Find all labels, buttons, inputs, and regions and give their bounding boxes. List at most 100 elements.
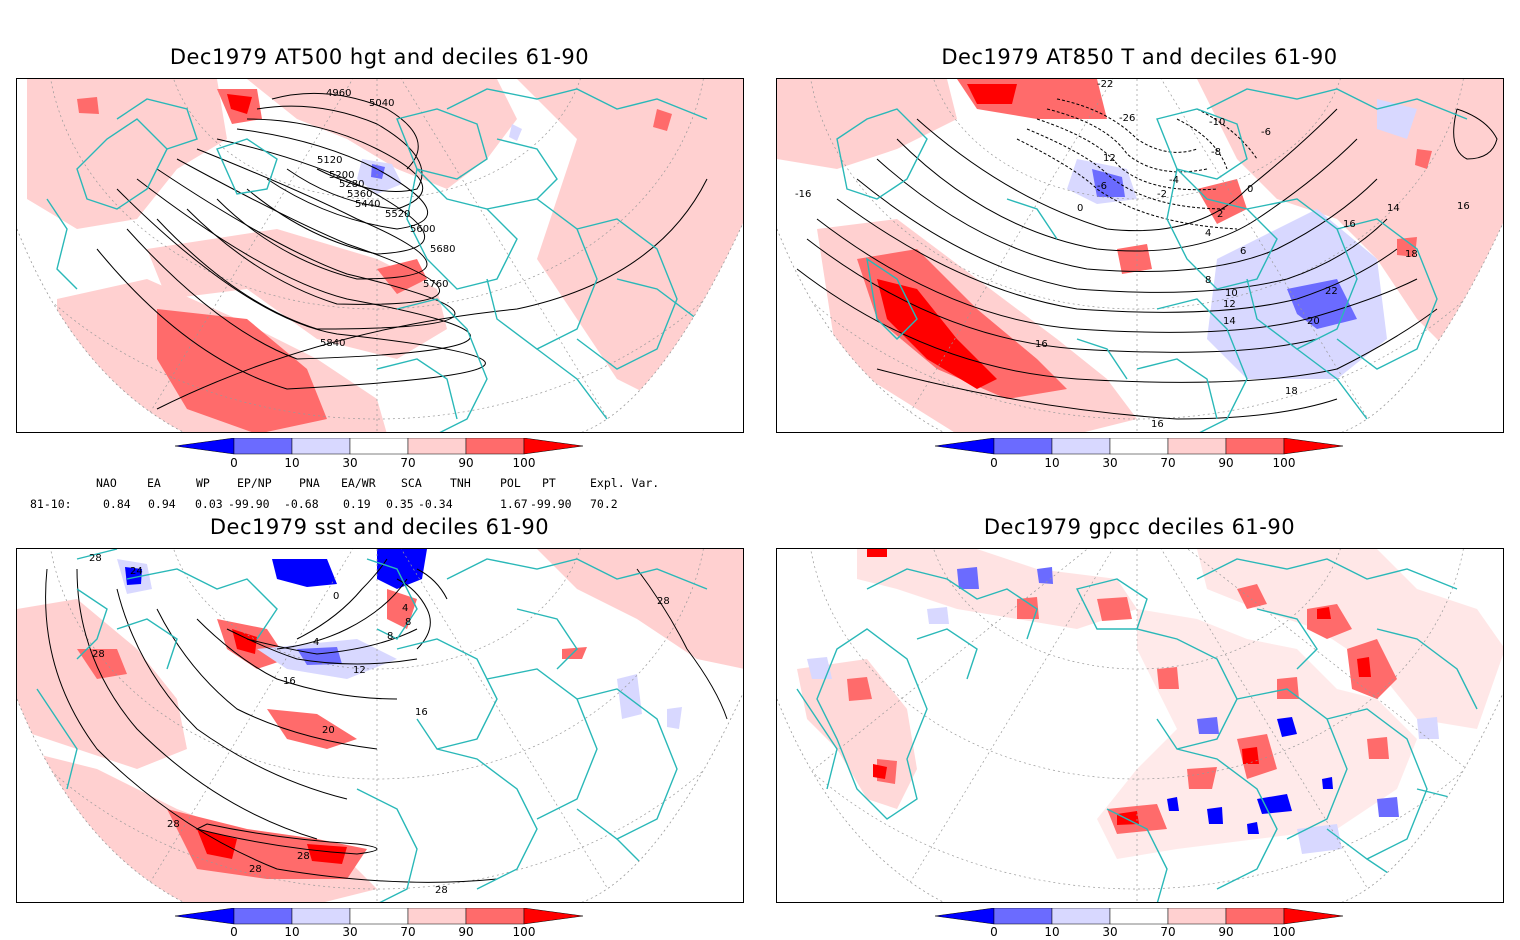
- map-panel-gpcc: [776, 548, 1504, 903]
- index-header-nao: NAO: [96, 476, 117, 490]
- index-value-nao: 0.84: [103, 497, 131, 511]
- colorbar-tick: 90: [458, 456, 474, 470]
- contour-label: 2: [1217, 209, 1223, 220]
- index-header-tnh: TNH: [450, 476, 471, 490]
- index-value-epnp: -99.90: [228, 497, 270, 511]
- index-value-wp: 0.03: [195, 497, 223, 511]
- panel1-title: Dec1979 AT500 hgt and deciles 61-90: [169, 45, 590, 69]
- colorbar-tick: 30: [342, 925, 358, 939]
- colorbar-tick: 10: [1044, 456, 1060, 470]
- index-value-pt: -99.90: [530, 497, 572, 511]
- contour-label: 8: [405, 617, 411, 628]
- contour-label: -8: [1211, 147, 1221, 158]
- contour-label: 28: [435, 885, 448, 896]
- contour-label: 28: [657, 596, 670, 607]
- contour-label: -4: [1169, 175, 1179, 186]
- panel2-title: Dec1979 AT850 T and deciles 61-90: [941, 45, 1338, 69]
- contour-label: 5120: [317, 155, 342, 166]
- index-header-epnp: EP/NP: [237, 476, 272, 490]
- contour-label: 0: [1247, 184, 1253, 195]
- contour-label: 18: [1285, 386, 1298, 397]
- colorbar-tick: 30: [1102, 925, 1118, 939]
- contour-label: 5440: [355, 199, 380, 210]
- index-header-ea: EA: [147, 476, 161, 490]
- contour-label: 4: [1205, 228, 1211, 239]
- index-header-sca: SCA: [401, 476, 422, 490]
- colorbar-tick: 30: [1102, 456, 1118, 470]
- contour-label: 6: [1240, 246, 1246, 257]
- index-header-expl-var: Expl. Var.: [590, 476, 660, 490]
- colorbar-tick: 0: [990, 456, 998, 470]
- colorbar-tick: 10: [284, 456, 300, 470]
- contour-label: 20: [322, 725, 335, 736]
- panel3-title: Dec1979 sst and deciles 61-90: [209, 515, 550, 539]
- index-header-pna: PNA: [299, 476, 320, 490]
- contour-label: 5760: [423, 279, 448, 290]
- contour-label: 18: [1405, 249, 1418, 260]
- contour-label: 5520: [385, 209, 410, 220]
- contour-label: 5040: [369, 98, 394, 109]
- panel4-title: Dec1979 gpcc deciles 61-90: [983, 515, 1296, 539]
- contour-label: -2: [1157, 189, 1167, 200]
- contour-label: 28: [89, 553, 102, 564]
- colorbar-panel1: [175, 438, 584, 455]
- index-value-pna: -0.68: [284, 497, 319, 511]
- colorbar-tick: 10: [1044, 925, 1060, 939]
- contour-label: 5680: [430, 244, 455, 255]
- contour-label: 28: [297, 851, 310, 862]
- contour-label: -16: [795, 189, 811, 200]
- contour-label: -10: [1209, 117, 1225, 128]
- contour-label: 16: [1343, 219, 1356, 230]
- index-value-pol: 1.67: [500, 497, 528, 511]
- colorbar-panel2: [935, 438, 1344, 455]
- contour-label: 5600: [410, 224, 435, 235]
- colorbar-tick: 70: [1160, 925, 1176, 939]
- index-header-pol: POL: [500, 476, 521, 490]
- map-panel-hgt500: 4960 5040 5120 5200 5280 5360 5440 5520 …: [16, 78, 744, 433]
- contour-label: 4: [402, 603, 408, 614]
- contour-label: 0: [333, 591, 339, 602]
- colorbar-tick: 70: [400, 925, 416, 939]
- colorbar-tick: 100: [1272, 456, 1296, 470]
- colorbar-panel4: [935, 908, 1344, 925]
- colorbar-tick: 10: [284, 925, 300, 939]
- index-header-wp: WP: [196, 476, 210, 490]
- contour-label: 5840: [320, 338, 345, 349]
- index-header-eawr: EA/WR: [341, 476, 376, 490]
- contour-label: 12: [1103, 153, 1116, 164]
- colorbar-tick: 70: [400, 456, 416, 470]
- colorbar-panel3: [175, 908, 584, 925]
- contour-label: 16: [283, 676, 296, 687]
- contour-label: 0: [1077, 203, 1083, 214]
- contour-label: -26: [1119, 113, 1135, 124]
- contour-label: 5360: [347, 189, 372, 200]
- contour-label: 28: [92, 649, 105, 660]
- index-header-pt: PT: [542, 476, 556, 490]
- colorbar-tick: 90: [1218, 456, 1234, 470]
- contour-label: 10: [1225, 288, 1238, 299]
- colorbar-tick: 100: [1272, 925, 1296, 939]
- contour-label: 8: [387, 631, 393, 642]
- contour-label: 4960: [326, 88, 351, 99]
- colorbar-tick: 90: [1218, 925, 1234, 939]
- contour-label: 22: [1325, 286, 1338, 297]
- contour-label: 24: [130, 566, 143, 577]
- colorbar-tick: 70: [1160, 456, 1176, 470]
- contour-label: 16: [415, 707, 428, 718]
- colorbar-tick: 100: [512, 456, 536, 470]
- index-value-sca: 0.35: [386, 497, 414, 511]
- contour-label: 14: [1387, 203, 1400, 214]
- index-value-ea: 0.94: [148, 497, 176, 511]
- index-value-eawr: 0.19: [343, 497, 371, 511]
- colorbar-tick: 90: [458, 925, 474, 939]
- contour-label: 5200: [329, 170, 354, 181]
- contour-label: 14: [1223, 316, 1236, 327]
- contour-label: 12: [1223, 299, 1236, 310]
- index-row-label: 81-10:: [30, 497, 72, 511]
- contour-label: 12: [353, 665, 366, 676]
- contour-label: 5280: [339, 179, 364, 190]
- colorbar-tick: 100: [512, 925, 536, 939]
- colorbar-tick: 30: [342, 456, 358, 470]
- contour-label: -6: [1097, 181, 1107, 192]
- map-panel-t850: -26 -22 -10 -6 -8 -6 -4 -2 0 0 2 4 6 8 1…: [776, 78, 1504, 433]
